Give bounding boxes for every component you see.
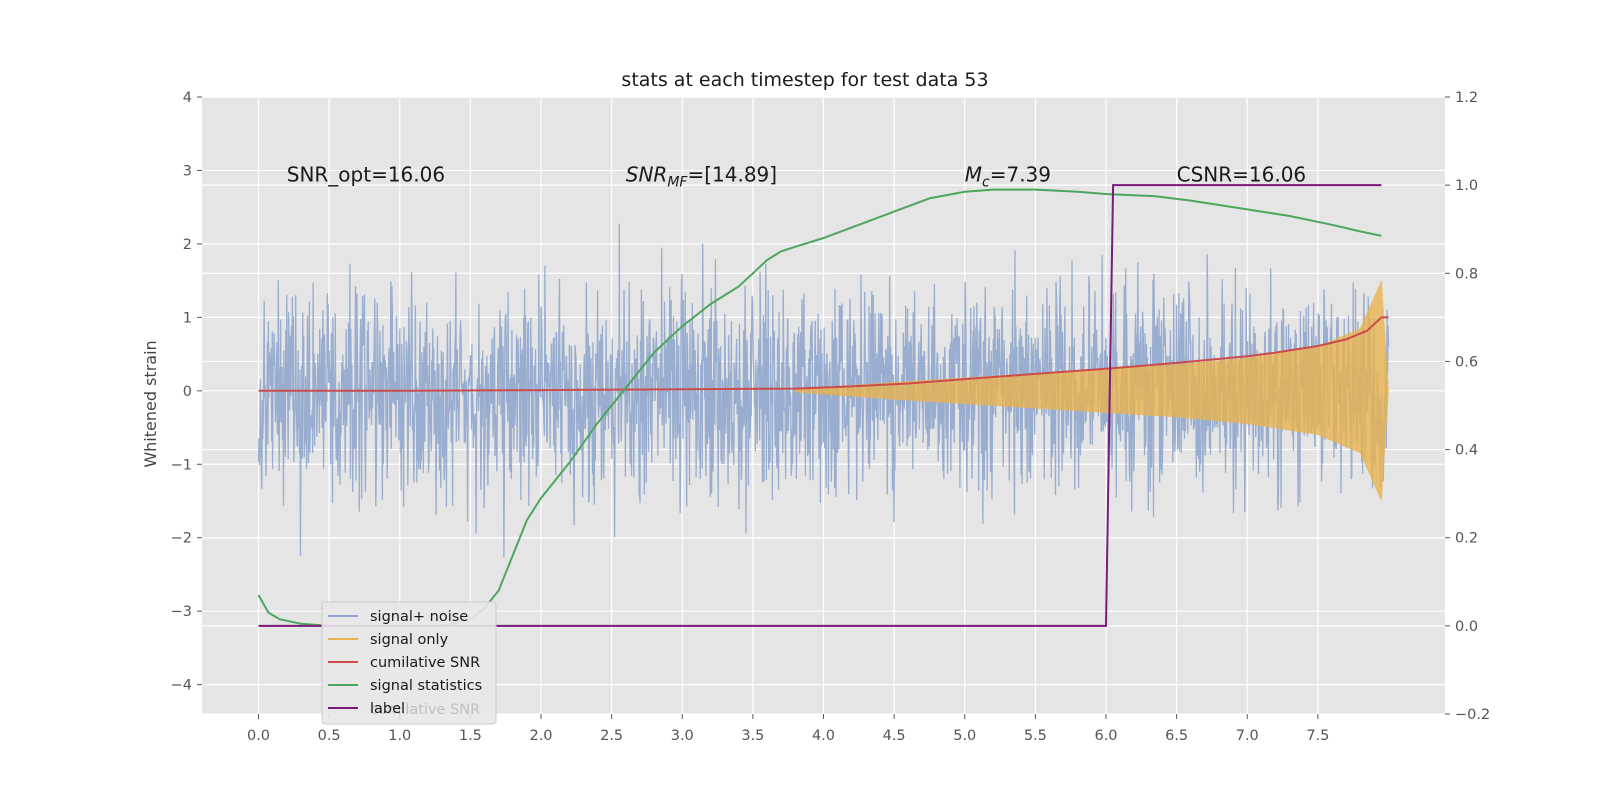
annotation-snr-mf: SNRMF=[14.89]	[626, 162, 777, 190]
x-tick-label: 4.5	[883, 728, 906, 744]
x-tick-label: 0.0	[247, 728, 270, 744]
legend-ghost-label: cumilative SNR	[370, 702, 480, 718]
legend-label: signal+ noise	[370, 609, 468, 625]
legend-label: cumilative SNR	[370, 655, 480, 671]
y-tick-label: −4	[171, 678, 192, 694]
axes: 0.0 0.5 1.0 1.5 2.0 2.5 3.0 3.5 4.0 4.5 5.0 5.5 6.0 6…	[171, 90, 1491, 744]
y-tick-label: 2	[183, 237, 192, 253]
x-tick-label: 6.0	[1094, 728, 1117, 744]
legend: cumilative SNR signal+ noise signal only cu…	[321, 601, 497, 725]
x-tick-label: 1.0	[388, 728, 411, 744]
annotation-mc: Mc=7.39	[965, 162, 1051, 190]
y-right-tick-label: 0.2	[1455, 531, 1478, 547]
y-tick-label: −1	[171, 457, 192, 473]
x-tick-label: 5.0	[953, 728, 976, 744]
series-signal-only	[794, 280, 1389, 501]
x-tick-label: 1.5	[459, 728, 482, 744]
legend-box	[321, 601, 497, 725]
y-right-tick-label: 0.0	[1455, 619, 1478, 635]
x-tick-label: 3.5	[741, 728, 764, 744]
x-tick-label: 7.0	[1236, 728, 1259, 744]
y-tick-label: −2	[171, 531, 192, 547]
x-tick-label: 0.5	[318, 728, 341, 744]
legend-label: signal statistics	[370, 678, 482, 694]
y-right-tick-label: −0.2	[1455, 707, 1490, 723]
y-right-tick-label: 0.6	[1455, 354, 1478, 370]
x-tick-label: 5.5	[1024, 728, 1047, 744]
y-right-tick-label: 1.0	[1455, 178, 1478, 194]
annotation-snr-opt: SNR_opt=16.06	[287, 162, 445, 186]
signal-only-line	[794, 280, 1389, 501]
x-tick-label: 7.5	[1306, 728, 1329, 744]
y-axis-label: Whitened strain	[141, 340, 160, 467]
y-right-tick-label: 0.8	[1455, 266, 1478, 282]
y-tick-label: 4	[183, 90, 192, 106]
y-tick-label: 0	[183, 384, 192, 400]
x-tick-label: 4.0	[812, 728, 835, 744]
annotation-csnr: CSNR=16.06	[1177, 162, 1307, 186]
y-tick-label: 3	[183, 163, 192, 179]
signal-noise-line	[257, 223, 1390, 558]
y-tick-label: −3	[171, 604, 192, 620]
x-tick-label: 6.5	[1165, 728, 1188, 744]
annotations: SNR_opt=16.06 SNRMF=[14.89] Mc=7.39 CSNR=16…	[287, 162, 1306, 190]
y-right-tick-label: 0.4	[1455, 443, 1478, 459]
legend-label: label	[370, 701, 405, 717]
chart-title: stats at each timestep for test data 53	[621, 69, 988, 91]
x-tick-label: 3.0	[671, 728, 694, 744]
legend-label: signal only	[370, 632, 449, 648]
y-right-tick-label: 1.2	[1455, 90, 1478, 106]
x-tick-label: 2.0	[529, 728, 552, 744]
x-tick-label: 2.5	[600, 728, 623, 744]
series-signal-noise	[257, 223, 1390, 558]
y-tick-label: 1	[183, 310, 192, 326]
label-line	[258, 184, 1382, 627]
cumilative-snr-line	[258, 316, 1389, 392]
